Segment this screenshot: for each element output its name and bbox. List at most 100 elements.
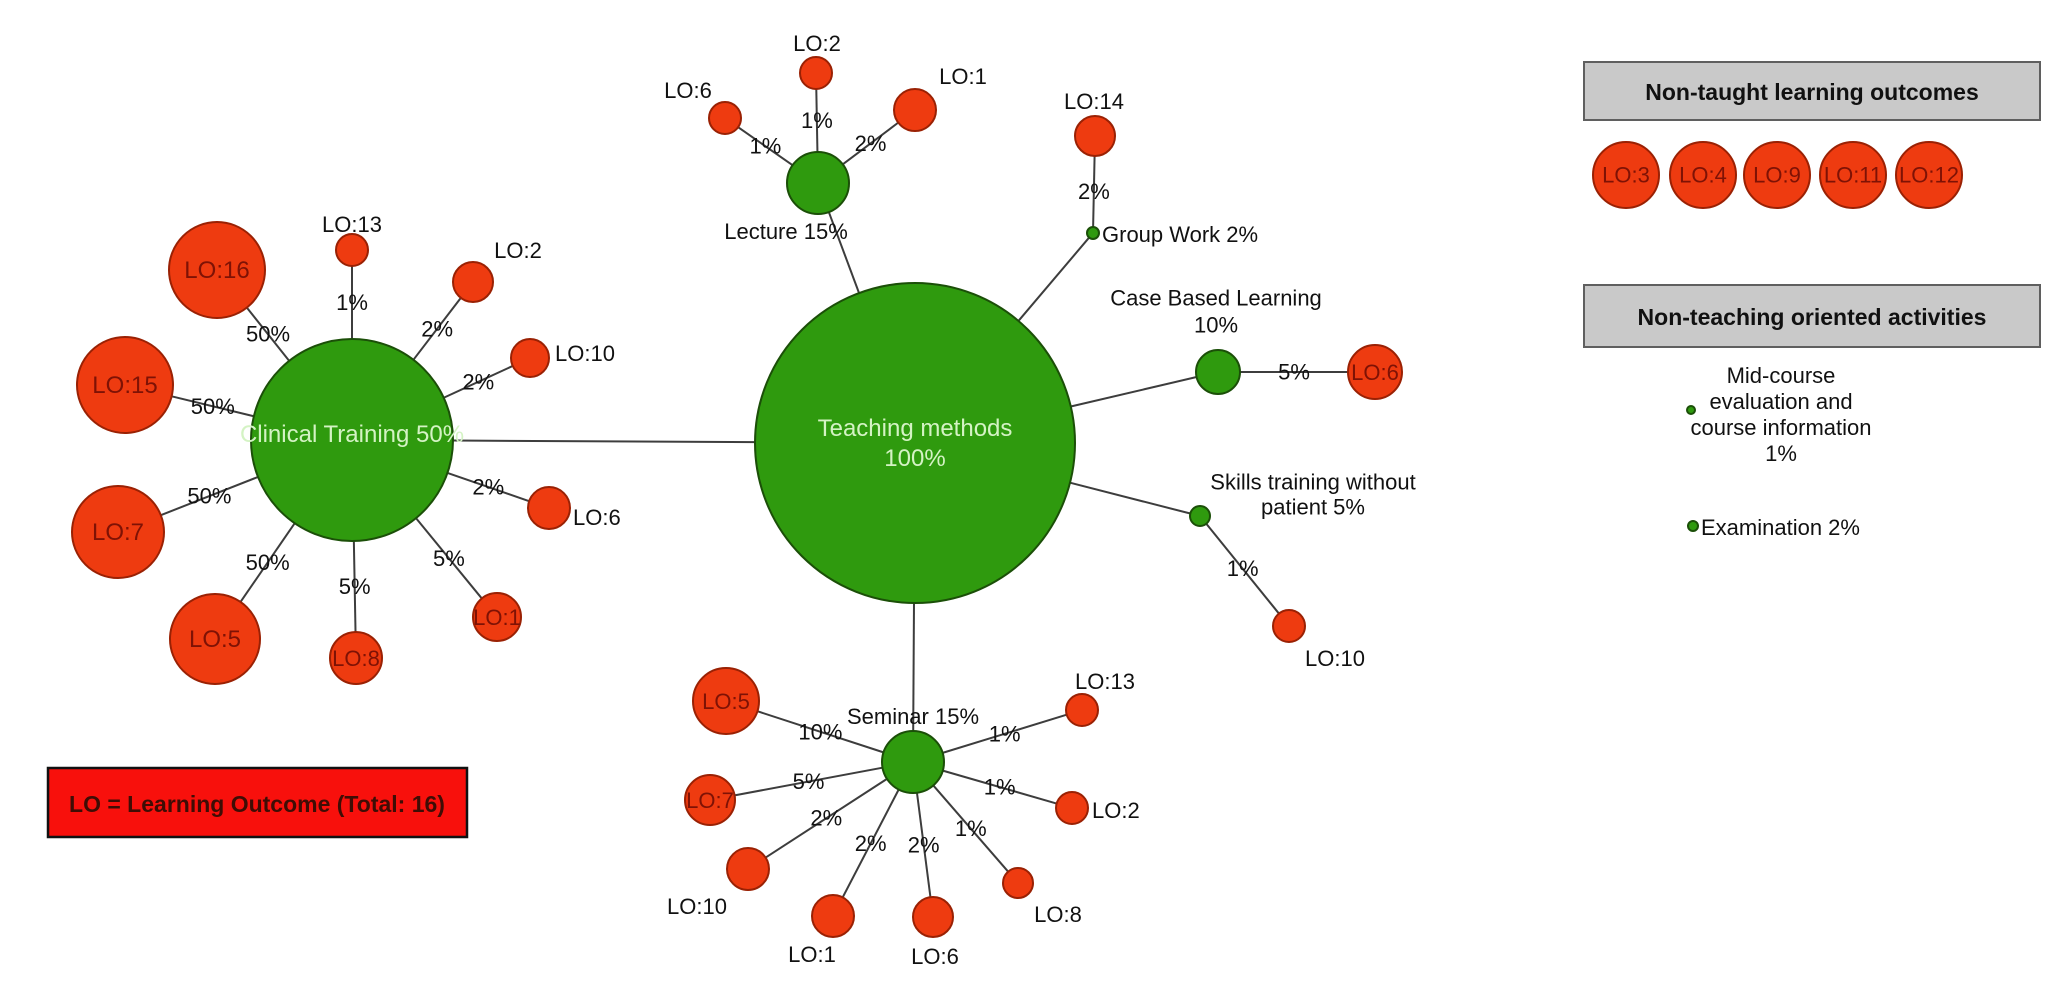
node-m8 [1002,867,1034,899]
node-c6 [527,486,571,530]
edge-seminar-m1 [841,789,900,898]
node-label-m13: LO:13 [1075,669,1135,694]
edge-label-seminar-m1: 2% [855,831,887,856]
node-c1 [472,592,522,642]
node-label-seminar: Seminar 15% [847,704,979,729]
node-c13 [335,233,369,267]
legend-header-box-1 [1583,284,2041,348]
node-m2 [1055,791,1089,825]
node-seminar [881,730,945,794]
legend-node-label: LO:9 [1753,163,1801,188]
node-l1 [893,88,937,132]
legend-node-label: LO:3 [1602,163,1650,188]
node-g14 [1074,115,1116,157]
node-label-m10: LO:10 [667,894,727,919]
edge-label-clinical-c10: 2% [462,369,494,394]
legend-item-line: Mid-course [1727,363,1836,388]
node-c8 [329,631,383,685]
legend-item-line: course information [1691,415,1872,440]
node-label-c1: LO:1 [473,605,521,630]
node-label-groupwork: Group Work 2% [1102,222,1258,247]
node-label-line: LO:10 [555,341,615,366]
edge-label-clinical-c1: 5% [433,546,465,571]
node-label-line: LO:6 [573,505,621,530]
legend-node-lo12 [1895,141,1963,209]
edge-clinical-c1 [415,517,483,600]
node-label-line: LO:1 [473,605,521,630]
edge-clinical-c6 [447,472,530,503]
node-c16 [168,221,266,319]
node-clinical [250,338,454,542]
node-label-m7: LO:7 [686,788,734,813]
node-m13 [1065,693,1099,727]
edge-label-lecture-l2: 1% [801,108,833,133]
edge-clinical-c7 [160,476,259,517]
node-label-line: LO:2 [793,31,841,56]
node-label-line: 10% [1194,312,1238,337]
edge-label-clinical-c15: 50% [191,394,235,419]
node-label-line: LO:7 [92,519,144,546]
node-cb6 [1347,344,1403,400]
node-lecture [786,151,850,215]
node-label-g14: LO:14 [1064,89,1124,114]
edge-label-clinical-c5: 50% [246,550,290,575]
legend-item-text-0: Mid-course evaluation and course informati… [1691,363,1872,466]
edge-label-seminar-m7: 5% [793,769,825,794]
edge-seminar-m6 [915,792,932,898]
edge-seminar-m10 [765,778,888,859]
node-label-line: Teaching methods [818,415,1013,442]
edge-lecture-l1 [842,121,899,166]
node-label-line: LO:16 [184,257,249,284]
legend-node-lo11 [1819,141,1887,209]
edge-seminar-m8 [932,784,1009,873]
node-label-line: Seminar 15% [847,704,979,729]
legend-node-lo3 [1592,141,1660,209]
node-label-line: 100% [884,445,945,472]
node-label-line: LO:8 [1034,902,1082,927]
node-c5 [169,593,261,685]
node-c2 [452,261,494,303]
node-label-line: Clinical Training 50% [240,421,464,448]
node-label-c5: LO:5 [189,626,241,653]
edge-clinical-c5 [239,522,296,603]
node-label-line: LO:5 [189,626,241,653]
node-l2 [799,56,833,90]
legend-item-text-1: Examination 2% [1701,515,1860,540]
edge-clinical-c16 [246,306,290,362]
edge-lecture-l6 [737,126,794,167]
legend-header-box-0 [1583,61,2041,121]
node-label-line: LO:15 [92,372,157,399]
edge-seminar-m13 [942,713,1068,754]
node-label-l2: LO:2 [793,31,841,56]
legend-item-line: 1% [1765,441,1797,466]
node-m10 [726,847,770,891]
node-label-line: LO:6 [911,944,959,969]
edge-label-groupwork-g14: 2% [1078,179,1110,204]
node-label-teaching: Teaching methods 100% [818,415,1013,472]
node-label-line: LO:2 [494,238,542,263]
node-label-line: LO:6 [1351,360,1399,385]
node-label-line: LO:10 [1305,646,1365,671]
edge-label-clinical-c8: 5% [339,574,371,599]
node-label-c15: LO:15 [92,372,157,399]
edge-teaching-groupwork [1017,236,1090,322]
node-label-line: Skills training without [1210,469,1415,494]
node-label-cbl: Case Based Learning 10% [1110,285,1322,337]
node-cbl [1195,349,1241,395]
node-label-line: LO:1 [939,64,987,89]
edge-clinical-c15 [171,395,255,418]
node-label-s10: LO:10 [1305,646,1365,671]
edge-label-seminar-m5: 10% [798,719,842,744]
node-label-m5: LO:5 [702,689,750,714]
node-label-cb6: LO:6 [1351,360,1399,385]
node-m7 [684,774,736,826]
node-label-c10: LO:10 [555,341,615,366]
node-l6 [708,101,742,135]
node-label-line: Group Work 2% [1102,222,1258,247]
edge-teaching-lecture [827,211,861,294]
node-label-skills: Skills training without patient 5% [1210,469,1415,519]
node-m6 [912,896,954,938]
node-m1 [811,894,855,938]
edge-lecture-l2 [815,88,819,153]
edge-label-seminar-m2: 1% [984,775,1016,800]
